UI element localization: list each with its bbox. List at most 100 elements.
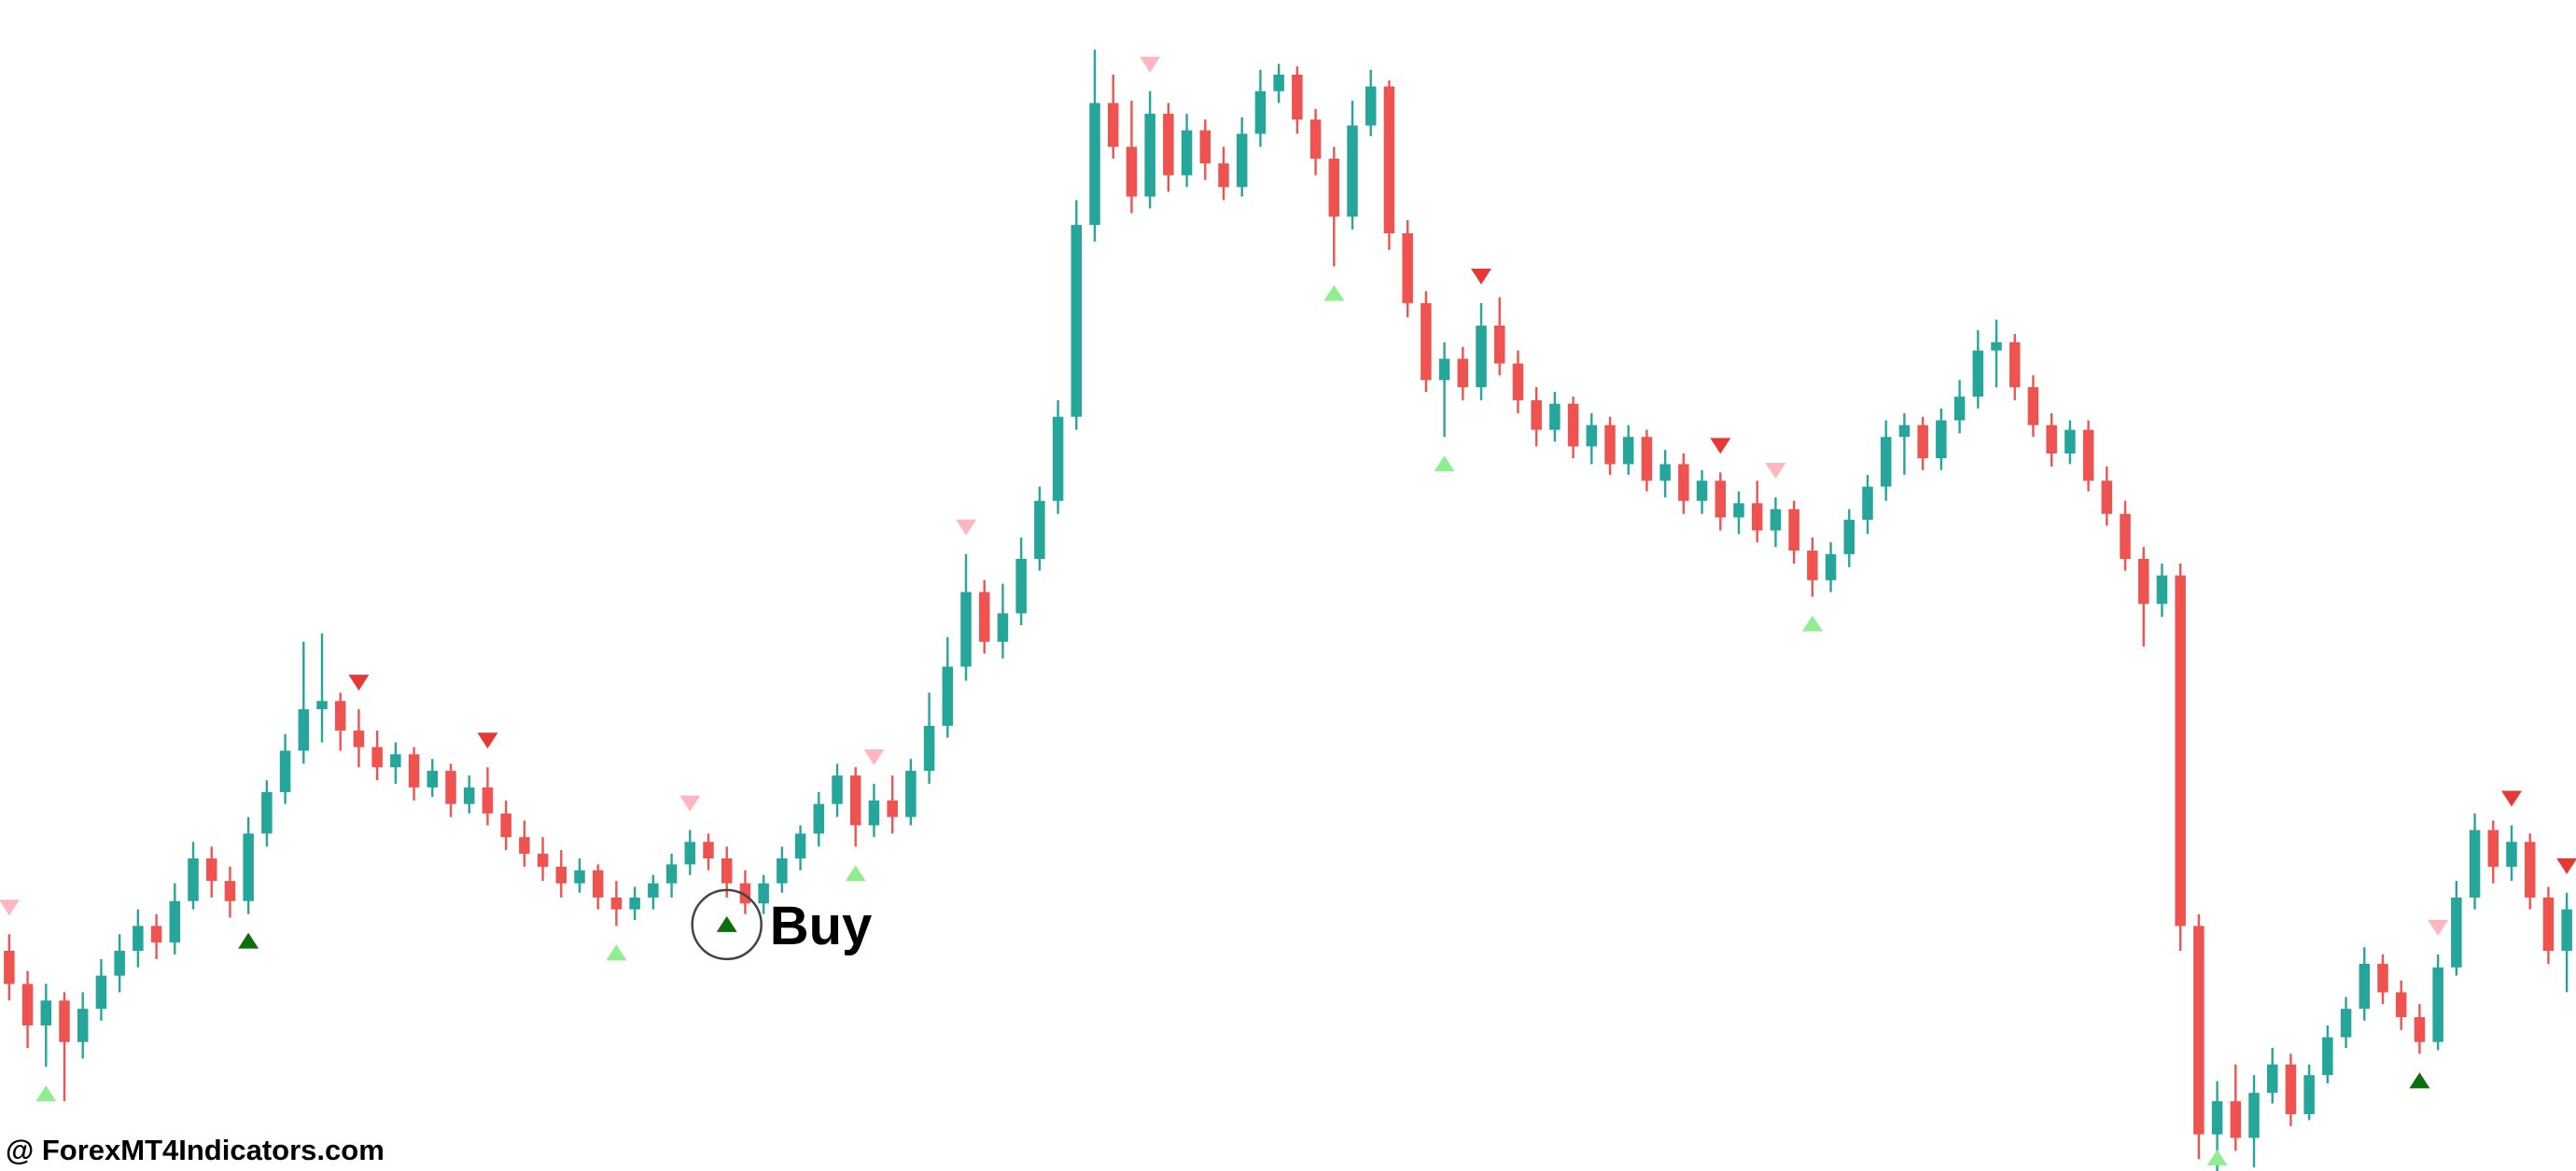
candle-body bbox=[133, 926, 144, 952]
candle-body bbox=[1715, 481, 1727, 518]
candle-body bbox=[1880, 437, 1892, 487]
candle-body bbox=[849, 775, 861, 826]
candle-body bbox=[21, 983, 34, 1025]
candle-body bbox=[224, 881, 236, 901]
candle-body bbox=[2340, 1009, 2352, 1038]
candle-body bbox=[445, 771, 456, 804]
candle-body bbox=[2469, 829, 2481, 898]
candle-body bbox=[1365, 86, 1377, 126]
candle-body bbox=[868, 800, 880, 826]
candle-body bbox=[1512, 363, 1524, 400]
candle-body bbox=[1825, 553, 1837, 580]
candle-body bbox=[1144, 113, 1155, 197]
candle-body bbox=[353, 730, 365, 747]
candle-body bbox=[334, 701, 346, 731]
candle-body bbox=[1052, 416, 1064, 501]
candle-body bbox=[665, 864, 678, 884]
candle-body bbox=[2561, 909, 2572, 952]
candle-body bbox=[2414, 1017, 2426, 1042]
candle-body bbox=[1126, 146, 1138, 197]
candle-body bbox=[2524, 842, 2536, 898]
watermark-text: @ ForexMT4Indicators.com bbox=[6, 1134, 385, 1166]
candle-body bbox=[2248, 1093, 2260, 1138]
candle-body bbox=[1328, 159, 1340, 217]
candle-body bbox=[1733, 503, 1744, 518]
candle-body bbox=[2193, 926, 2205, 1135]
candle-body bbox=[758, 883, 769, 904]
candle-body bbox=[169, 900, 181, 943]
candle-body bbox=[1309, 119, 1322, 160]
buy-arrow-icon bbox=[1323, 285, 1345, 301]
candle-body bbox=[1898, 425, 1911, 438]
candle-body bbox=[2266, 1064, 2278, 1094]
candle-body bbox=[2359, 963, 2371, 1010]
buy-arrow-icon bbox=[238, 932, 259, 949]
candle-body bbox=[1163, 113, 1174, 175]
buy-arrow-icon bbox=[845, 865, 866, 882]
candle-body bbox=[371, 746, 383, 768]
candle-body bbox=[1567, 403, 1579, 447]
candle-body bbox=[1071, 225, 1083, 417]
candle-body bbox=[1936, 420, 1947, 459]
candle-body bbox=[1751, 503, 1763, 531]
candle-body bbox=[1457, 358, 1469, 387]
sell-arrow-icon bbox=[0, 899, 20, 916]
buy-arrow-icon bbox=[2206, 1150, 2228, 1165]
candle-body bbox=[95, 975, 107, 1010]
candle-body bbox=[2211, 1101, 2223, 1135]
candle-body bbox=[1347, 125, 1358, 217]
candle-body bbox=[1218, 163, 1229, 188]
candle-body bbox=[482, 787, 494, 814]
candle-body bbox=[279, 750, 291, 792]
buy-arrow-icon bbox=[1801, 615, 1823, 632]
sell-arrow-icon bbox=[956, 519, 976, 536]
candle-body bbox=[1438, 358, 1450, 381]
buy-signal-circle bbox=[691, 888, 763, 961]
candle-body bbox=[887, 800, 898, 817]
candle-body bbox=[4, 951, 15, 984]
candle-body bbox=[2027, 386, 2039, 425]
candle-body bbox=[2506, 842, 2517, 867]
sell-arrow-icon bbox=[863, 749, 885, 766]
candle-body bbox=[832, 775, 843, 804]
sell-arrow-icon bbox=[2556, 857, 2576, 874]
candle-body bbox=[2156, 575, 2168, 605]
candle-body bbox=[2322, 1037, 2333, 1076]
candle-body bbox=[427, 771, 439, 788]
candle-body bbox=[2487, 829, 2499, 867]
candle-body bbox=[942, 666, 954, 726]
sell-arrow-icon bbox=[2428, 919, 2449, 936]
sell-arrow-icon bbox=[1471, 268, 1491, 285]
candle-body bbox=[1015, 558, 1027, 614]
candle-body bbox=[1917, 425, 1928, 459]
candle-body bbox=[1493, 325, 1505, 364]
candle-body bbox=[2432, 967, 2443, 1042]
candle-body bbox=[997, 613, 1009, 642]
candle-body bbox=[777, 858, 788, 884]
candle-body bbox=[519, 837, 530, 854]
candle-body bbox=[610, 897, 623, 910]
candle-body bbox=[2285, 1064, 2297, 1115]
candle-body bbox=[1236, 133, 1248, 188]
buy-arrow-icon bbox=[1434, 455, 1455, 472]
candle-body bbox=[205, 858, 217, 882]
candle-body bbox=[648, 883, 659, 898]
candle-body bbox=[1199, 130, 1211, 164]
candle-body bbox=[77, 1009, 89, 1042]
candle-body bbox=[1678, 464, 1689, 501]
candle-body bbox=[463, 787, 475, 804]
sell-arrow-icon bbox=[1765, 462, 1786, 479]
buy-arrow-icon bbox=[2409, 1072, 2430, 1089]
candle-body bbox=[1696, 481, 1708, 501]
candle-body bbox=[500, 813, 511, 838]
candle-body bbox=[1862, 486, 1873, 521]
candle-body bbox=[1383, 86, 1395, 233]
candle-body bbox=[1034, 500, 1045, 559]
candle-body bbox=[1421, 302, 1432, 381]
candle-body bbox=[1476, 325, 1487, 387]
candle-body bbox=[390, 754, 401, 768]
candle-body bbox=[923, 725, 935, 772]
candle-body bbox=[1586, 425, 1598, 447]
